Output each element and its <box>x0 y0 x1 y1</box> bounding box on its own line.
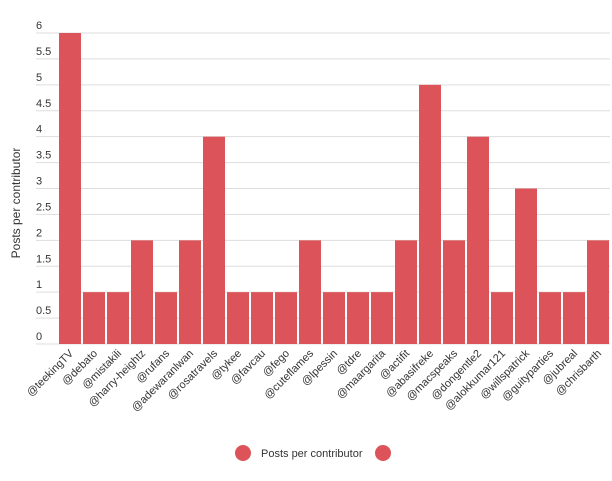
y-tick-label: 1 <box>36 279 42 291</box>
legend-marker <box>235 445 251 461</box>
y-tick-label: 2 <box>36 227 42 239</box>
bar[interactable] <box>419 84 441 344</box>
y-tick-label: 4 <box>36 124 42 136</box>
y-tick-label: 6 <box>36 20 42 32</box>
bar[interactable] <box>539 292 561 344</box>
y-tick-label: 3.5 <box>36 150 51 162</box>
bar[interactable] <box>107 292 129 344</box>
bar[interactable] <box>371 292 393 344</box>
bar[interactable] <box>491 292 513 344</box>
bar[interactable] <box>587 240 609 344</box>
bar[interactable] <box>251 292 273 344</box>
bar[interactable] <box>275 292 297 344</box>
y-tick-label: 2.5 <box>36 201 51 213</box>
y-tick-label: 0 <box>36 331 42 343</box>
bar[interactable] <box>203 136 225 344</box>
y-tick-label: 5 <box>36 72 42 84</box>
bars <box>59 33 609 344</box>
bar[interactable] <box>347 292 369 344</box>
legend-marker <box>375 445 391 461</box>
y-tick-label: 1.5 <box>36 253 51 265</box>
y-tick-label: 0.5 <box>36 305 51 317</box>
bar[interactable] <box>395 240 417 344</box>
y-tick-label: 4.5 <box>36 98 51 110</box>
bar[interactable] <box>515 188 537 345</box>
bar[interactable] <box>155 292 177 344</box>
bar[interactable] <box>227 292 249 344</box>
legend[interactable]: Posts per contributor <box>235 445 391 461</box>
bar[interactable] <box>563 292 585 344</box>
y-axis-title: Posts per contributor <box>9 148 23 259</box>
y-tick-label: 5.5 <box>36 46 51 58</box>
y-tick-label: 3 <box>36 176 42 188</box>
bar[interactable] <box>323 292 345 344</box>
legend-label: Posts per contributor <box>261 448 363 460</box>
bar[interactable] <box>443 240 465 344</box>
bar[interactable] <box>83 292 105 344</box>
bar[interactable] <box>467 136 489 344</box>
bar[interactable] <box>299 240 321 344</box>
x-axis-ticks: @teekingTV@debato@mistakili@harry-height… <box>25 347 604 414</box>
bar[interactable] <box>179 240 201 344</box>
bar[interactable] <box>131 240 153 344</box>
bar[interactable] <box>59 33 81 344</box>
y-axis-ticks: 0 0.5 1 1.5 2 2.5 3 3.5 4 4.5 5 5.5 6 <box>36 20 51 343</box>
